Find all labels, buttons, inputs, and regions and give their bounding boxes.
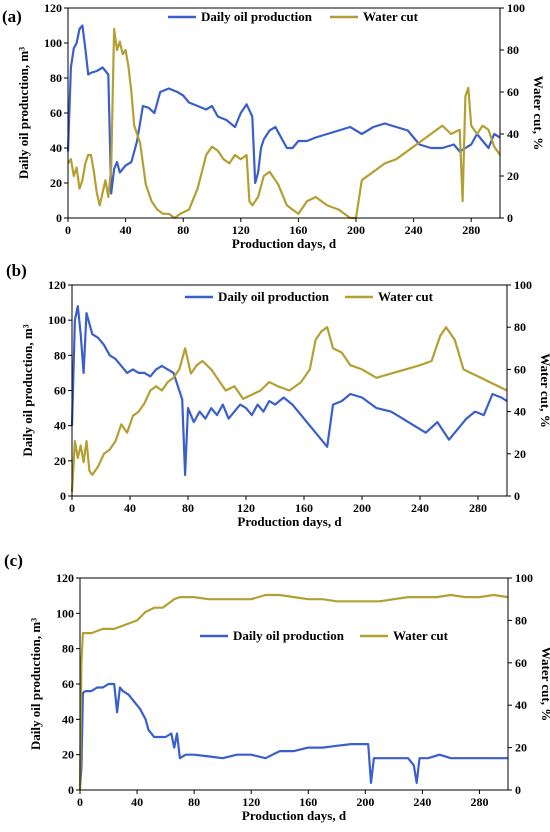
x-tick-label: 80 xyxy=(177,223,189,237)
y-right-axis-label: Water cut, % xyxy=(538,353,550,428)
x-tick-label: 160 xyxy=(299,795,317,809)
y-left-tick-label: 100 xyxy=(56,606,74,620)
y-left-tick-label: 120 xyxy=(48,278,66,292)
x-tick-label: 40 xyxy=(131,795,143,809)
y-right-tick-label: 80 xyxy=(507,43,519,57)
y-left-tick-label: 100 xyxy=(48,313,66,327)
x-tick-label: 240 xyxy=(405,223,423,237)
x-tick-label: 40 xyxy=(124,501,136,515)
y-left-tick-label: 20 xyxy=(54,454,66,468)
x-tick-label: 80 xyxy=(182,501,194,515)
y-left-tick-label: 120 xyxy=(56,571,74,585)
x-tick-label: 0 xyxy=(77,795,83,809)
panel-b: (b) 0 40 80 120 160 200 240 280 0 20 40 60 80 100 120 0 2… xyxy=(6,261,550,529)
y-left-tick-label: 0 xyxy=(60,489,66,503)
x-axis-label: Production days, d xyxy=(232,236,337,251)
y-right-tick-label: 20 xyxy=(514,447,526,461)
panel-label: (a) xyxy=(2,7,22,26)
x-axis-label: Production days, d xyxy=(237,514,342,529)
legend-label: Daily oil production xyxy=(233,628,345,643)
legend-label: Water cut xyxy=(363,9,419,24)
legend: Daily oil production Water cut xyxy=(200,628,449,643)
y-left-axis-label: Daily oil production, m³ xyxy=(16,47,31,179)
y-right-tick-label: 20 xyxy=(507,169,519,183)
x-tick-label: 160 xyxy=(295,501,313,515)
y-left-tick-label: 120 xyxy=(44,1,62,15)
y-right-axis-label: Water cut, % xyxy=(539,647,550,722)
legend-label: Daily oil production xyxy=(218,289,330,304)
y-right-tick-label: 80 xyxy=(515,613,527,627)
y-left-tick-label: 60 xyxy=(62,677,74,691)
x-tick-label: 120 xyxy=(232,223,250,237)
y-right-tick-label: 40 xyxy=(515,698,527,712)
y-left-tick-label: 20 xyxy=(62,748,74,762)
y-right-tick-label: 20 xyxy=(515,741,527,755)
series-line-oil-production xyxy=(70,305,508,476)
y-left-tick-label: 0 xyxy=(68,783,74,797)
y-right-tick-label: 80 xyxy=(514,320,526,334)
y-right-tick-label: 60 xyxy=(515,656,527,670)
x-tick-label: 0 xyxy=(69,501,75,515)
legend-label: Water cut xyxy=(378,289,434,304)
y-right-tick-label: 100 xyxy=(514,278,532,292)
x-tick-label: 280 xyxy=(469,501,487,515)
panel-label: (b) xyxy=(6,261,27,280)
y-left-tick-label: 40 xyxy=(54,419,66,433)
x-tick-label: 160 xyxy=(289,223,307,237)
y-left-tick-label: 20 xyxy=(50,176,62,190)
x-tick-label: 120 xyxy=(237,501,255,515)
x-tick-label: 280 xyxy=(470,795,488,809)
y-left-tick-label: 80 xyxy=(62,642,74,656)
series-line-water-cut xyxy=(67,27,501,220)
y-right-axis-label: Water cut, % xyxy=(531,76,546,151)
y-left-tick-label: 40 xyxy=(62,712,74,726)
y-left-tick-label: 0 xyxy=(56,211,62,225)
x-tick-label: 40 xyxy=(120,223,132,237)
y-left-tick-label: 100 xyxy=(44,36,62,50)
y-left-tick-label: 60 xyxy=(54,384,66,398)
y-left-tick-label: 60 xyxy=(50,106,62,120)
x-tick-label: 80 xyxy=(188,795,200,809)
series-line-oil-production xyxy=(66,24,501,195)
x-tick-label: 200 xyxy=(353,501,371,515)
y-right-tick-label: 60 xyxy=(514,362,526,376)
x-tick-label: 200 xyxy=(356,795,374,809)
x-tick-label: 280 xyxy=(462,223,480,237)
series-line-oil-production xyxy=(78,682,508,787)
y-right-tick-label: 100 xyxy=(515,571,533,585)
y-left-tick-label: 80 xyxy=(50,71,62,85)
legend-label: Water cut xyxy=(393,628,449,643)
x-tick-label: 0 xyxy=(65,223,71,237)
panel-label: (c) xyxy=(4,551,23,570)
y-right-tick-label: 60 xyxy=(507,85,519,99)
y-left-axis-label: Daily oil production, m³ xyxy=(28,618,43,750)
x-tick-label: 200 xyxy=(347,223,365,237)
legend: Daily oil production Water cut xyxy=(168,9,419,24)
y-right-tick-label: 40 xyxy=(507,127,519,141)
y-right-tick-label: 0 xyxy=(507,211,513,225)
y-left-tick-label: 80 xyxy=(54,348,66,362)
x-tick-label: 120 xyxy=(242,795,260,809)
series-line-water-cut xyxy=(78,593,509,791)
panel-c: (c) 0 40 80 120 160 200 240 280 0 20 40 60 80 100 120 0 2… xyxy=(4,551,550,823)
panel-a: (a) 0 40 80 120 160 200 240 280 0 20 40 60 80 100 120 0 2… xyxy=(2,1,546,251)
legend: Daily oil production Water cut xyxy=(185,289,434,304)
x-axis-label: Production days, d xyxy=(242,808,347,823)
y-left-tick-label: 40 xyxy=(50,141,62,155)
legend-label: Daily oil production xyxy=(201,9,313,24)
x-tick-label: 240 xyxy=(413,795,431,809)
y-right-tick-label: 40 xyxy=(514,405,526,419)
y-right-tick-label: 100 xyxy=(507,1,525,15)
y-right-tick-label: 0 xyxy=(515,783,521,797)
y-right-tick-label: 0 xyxy=(514,489,520,503)
y-left-axis-label: Daily oil production, m³ xyxy=(20,324,35,456)
series-line-water-cut xyxy=(70,326,508,492)
x-tick-label: 240 xyxy=(411,501,429,515)
